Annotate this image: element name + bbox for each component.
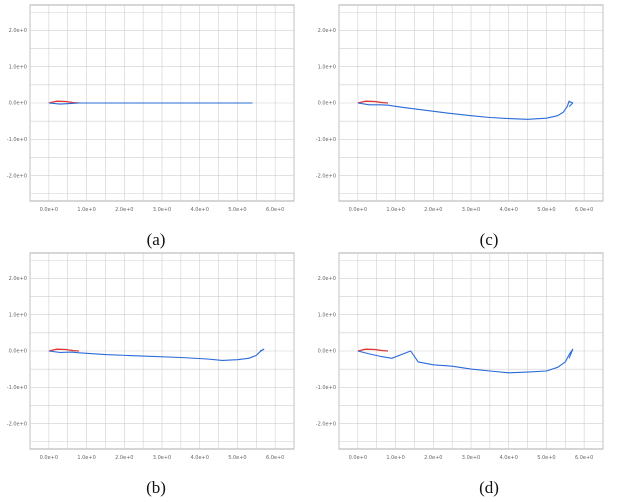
panel-a: 2.0e+0 1.0e+0 0.0e+0 -1.0e+0 -2.0e+0 0.0e+0 1.… — [0, 0, 308, 230]
y-tick-label: 1.0e+0 — [9, 312, 27, 318]
caption-b: (b) — [146, 478, 166, 497]
x-tick-label: 2.0e+0 — [424, 207, 442, 213]
y-tick-label: 2.0e+0 — [9, 28, 27, 34]
x-tick-label: 1.0e+0 — [386, 207, 404, 213]
y-tick-label: 2.0e+0 — [9, 276, 27, 282]
x-tick-label: 2.0e+0 — [115, 207, 133, 213]
series-line-1 — [48, 102, 253, 105]
x-tick-label: 1.0e+0 — [77, 207, 95, 213]
x-tick-label: 5.0e+0 — [228, 207, 246, 213]
panel-b: 2.0e+0 1.0e+0 0.0e+0 -1.0e+0 -2.0e+0 0.0e+0 1.… — [0, 248, 308, 478]
series-line-1 — [357, 100, 574, 120]
x-tick-label: 4.0e+0 — [191, 455, 209, 461]
x-tick-label: 2.0e+0 — [115, 455, 133, 461]
y-tick-label: -2.0e+0 — [7, 173, 27, 179]
series-line-0 — [357, 348, 389, 352]
y-tick-label: 2.0e+0 — [318, 276, 336, 282]
plot-c: 2.0e+0 1.0e+0 0.0e+0 -1.0e+0 -2.0e+0 0.0e+0 1.… — [316, 4, 604, 213]
x-tick-label: 6.0e+0 — [575, 207, 593, 213]
plot-b: 2.0e+0 1.0e+0 0.0e+0 -1.0e+0 -2.0e+0 0.0e+0 1.… — [7, 252, 295, 461]
plot-d: 2.0e+0 1.0e+0 0.0e+0 -1.0e+0 -2.0e+0 0.0e+0 1.… — [316, 252, 604, 461]
y-tick-label: 0.0e+0 — [318, 349, 336, 355]
caption-c: (c) — [479, 230, 499, 249]
x-tick-label: 5.0e+0 — [537, 207, 555, 213]
x-tick-label: 4.0e+0 — [500, 455, 518, 461]
y-tick-label: 0.0e+0 — [318, 101, 336, 107]
y-tick-label: 1.0e+0 — [318, 312, 336, 318]
x-tick-label: 3.0e+0 — [153, 207, 171, 213]
y-tick-label: 0.0e+0 — [9, 349, 27, 355]
series-line-0 — [48, 348, 80, 352]
caption-d: (d) — [479, 478, 499, 497]
series-line-1 — [357, 348, 574, 374]
x-tick-label: 1.0e+0 — [386, 455, 404, 461]
y-tick-label: 1.0e+0 — [9, 64, 27, 70]
x-tick-label: 3.0e+0 — [462, 455, 480, 461]
x-tick-label: 0.0e+0 — [40, 455, 58, 461]
x-tick-label: 6.0e+0 — [575, 455, 593, 461]
x-tick-label: 0.0e+0 — [349, 455, 367, 461]
x-tick-label: 3.0e+0 — [153, 455, 171, 461]
y-tick-label: 2.0e+0 — [318, 28, 336, 34]
x-tick-label: 0.0e+0 — [40, 207, 58, 213]
x-tick-label: 3.0e+0 — [462, 207, 480, 213]
y-tick-label: -1.0e+0 — [316, 385, 336, 391]
x-tick-label: 1.0e+0 — [77, 455, 95, 461]
x-tick-label: 5.0e+0 — [228, 455, 246, 461]
x-tick-label: 4.0e+0 — [500, 207, 518, 213]
caption-a: (a) — [146, 230, 166, 249]
y-tick-label: -1.0e+0 — [7, 137, 27, 143]
y-tick-label: -2.0e+0 — [316, 421, 336, 427]
x-tick-label: 6.0e+0 — [266, 207, 284, 213]
x-tick-label: 0.0e+0 — [349, 207, 367, 213]
y-tick-label: 0.0e+0 — [9, 101, 27, 107]
panel-c: 2.0e+0 1.0e+0 0.0e+0 -1.0e+0 -2.0e+0 0.0e+0 1.… — [309, 0, 617, 230]
series-line-0 — [357, 100, 389, 104]
x-tick-label: 2.0e+0 — [424, 455, 442, 461]
y-tick-label: -2.0e+0 — [316, 173, 336, 179]
x-tick-label: 6.0e+0 — [266, 455, 284, 461]
x-tick-label: 4.0e+0 — [191, 207, 209, 213]
y-tick-label: -1.0e+0 — [7, 385, 27, 391]
x-tick-label: 5.0e+0 — [537, 455, 555, 461]
y-tick-label: 1.0e+0 — [318, 64, 336, 70]
panel-d: 2.0e+0 1.0e+0 0.0e+0 -1.0e+0 -2.0e+0 0.0e+0 1.… — [309, 248, 617, 478]
plot-a: 2.0e+0 1.0e+0 0.0e+0 -1.0e+0 -2.0e+0 0.0e+0 1.… — [7, 4, 295, 213]
series-line-1 — [48, 348, 265, 361]
y-tick-label: -1.0e+0 — [316, 137, 336, 143]
y-tick-label: -2.0e+0 — [7, 421, 27, 427]
